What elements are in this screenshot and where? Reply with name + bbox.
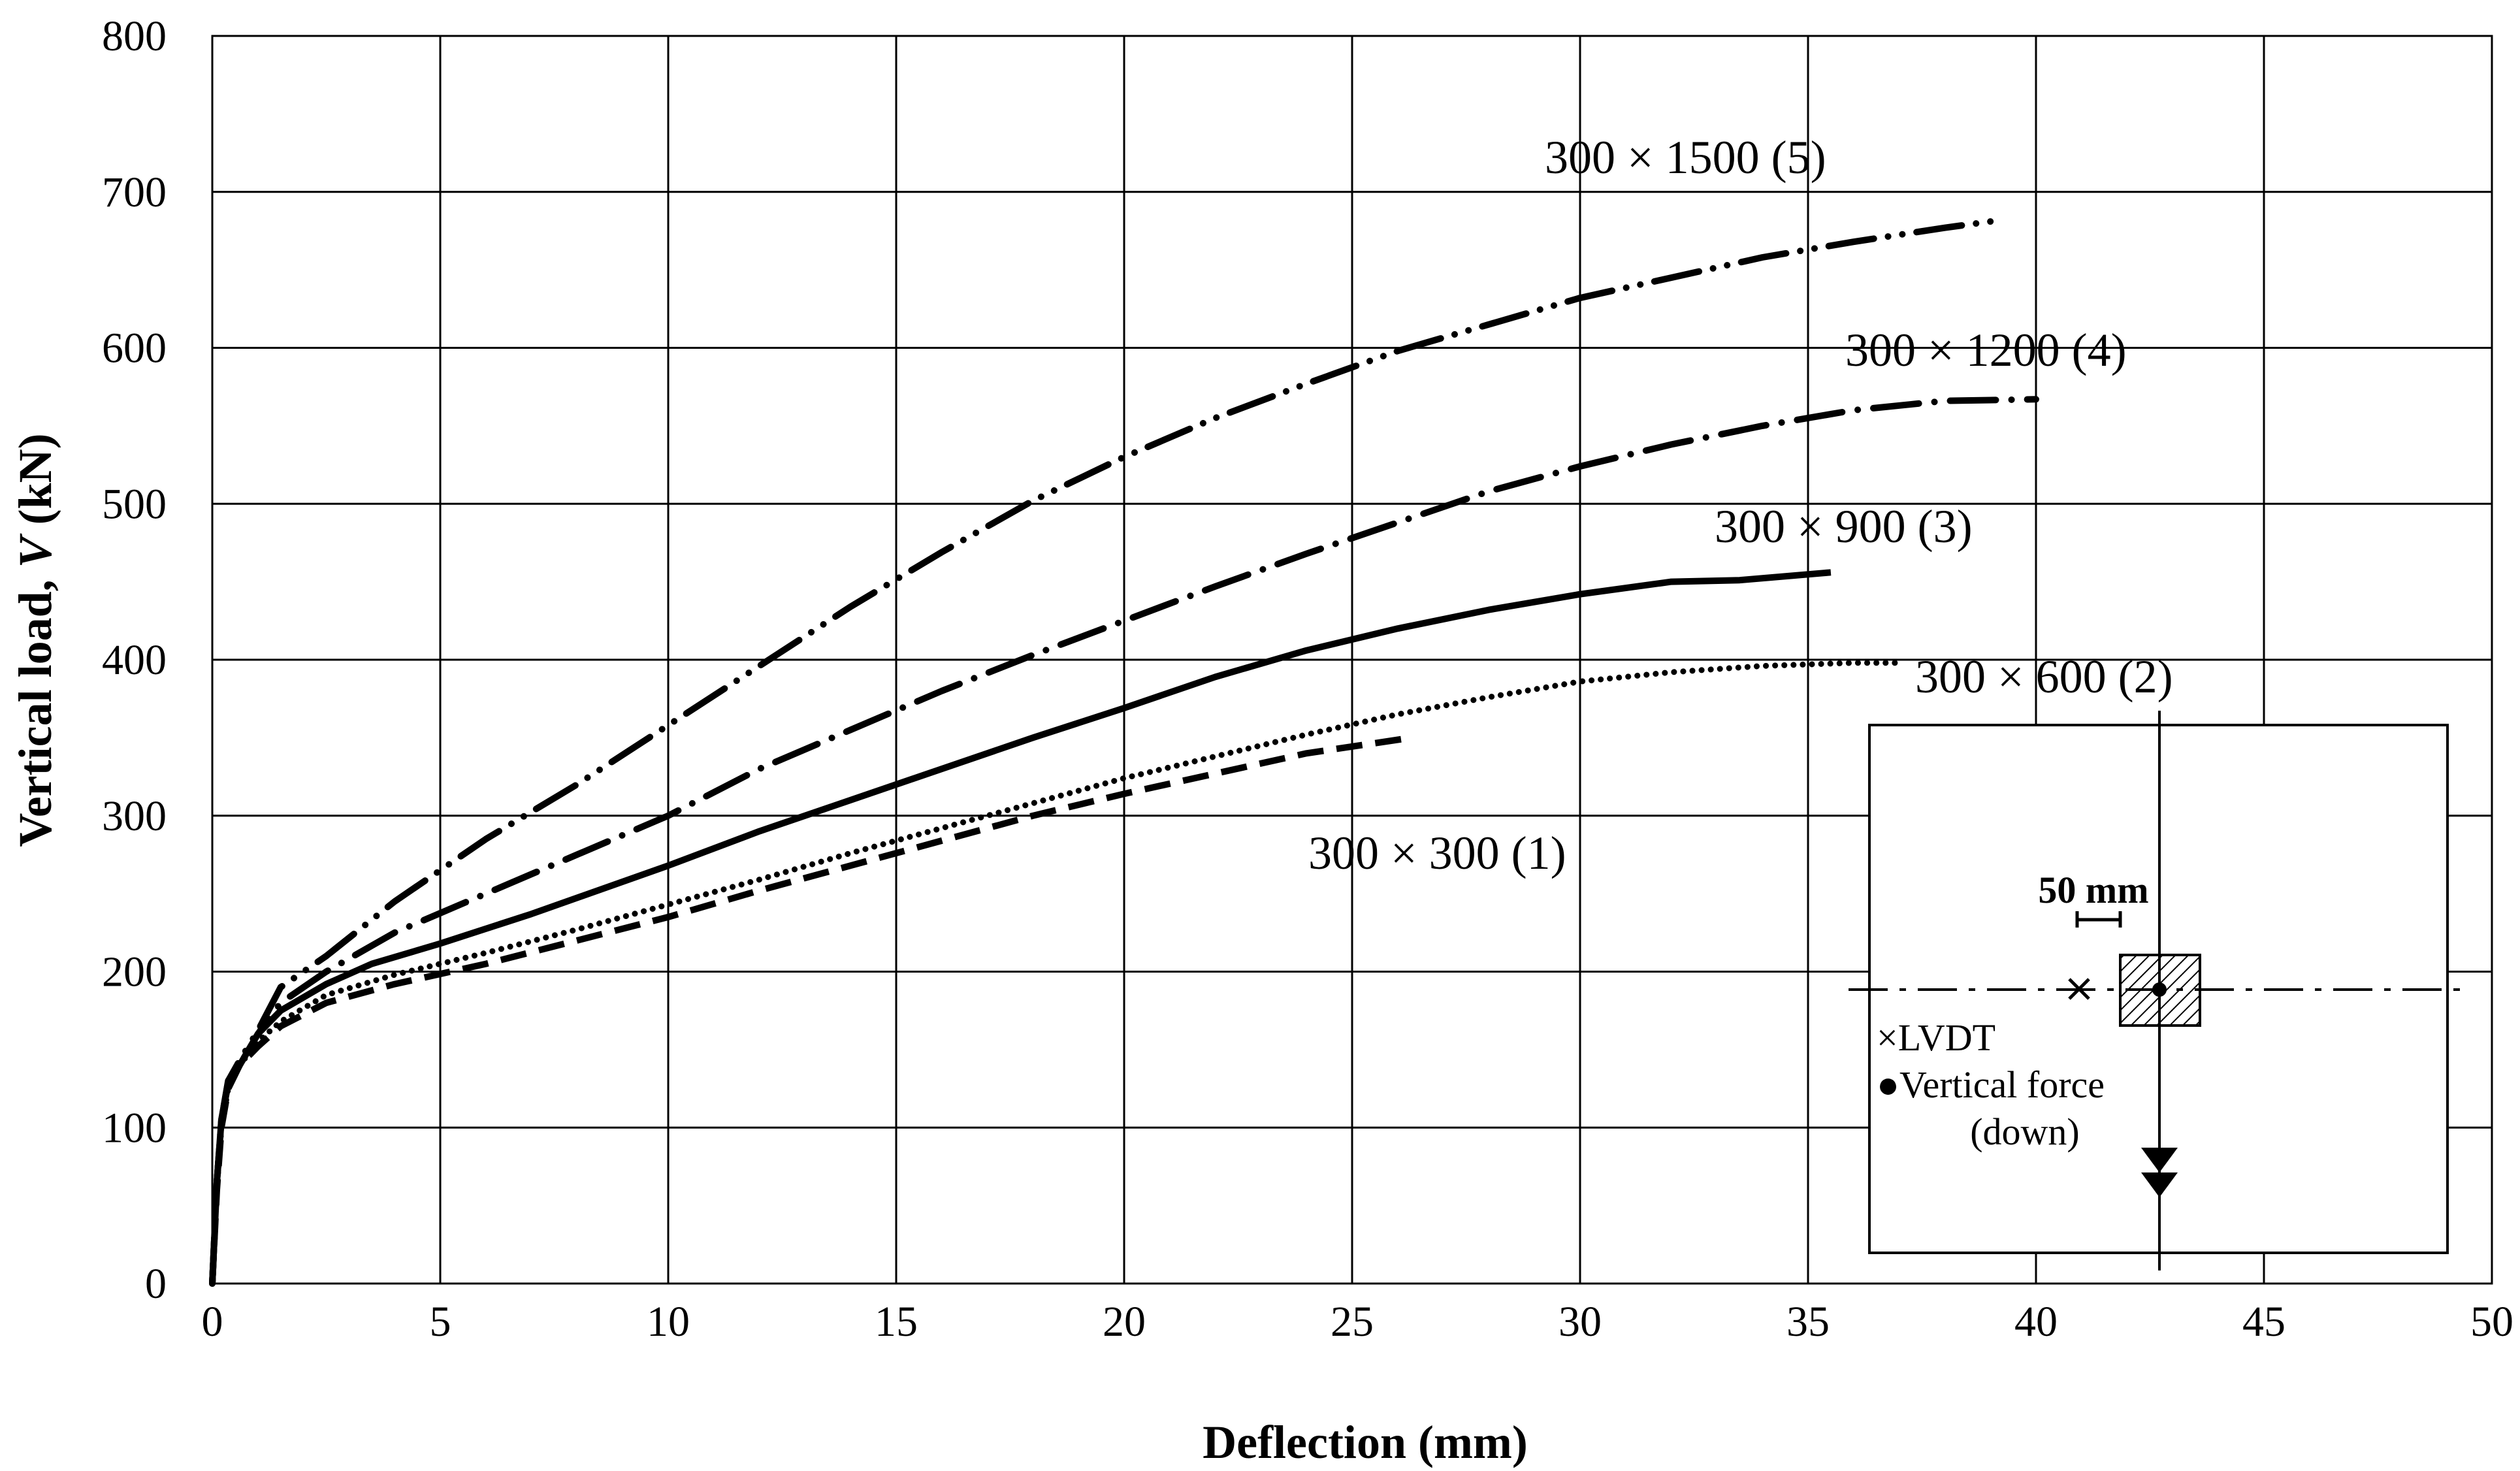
series-label-300x600: 300 × 600 (2) [1915,651,2173,703]
y-axis-title: Vertical load, V (kN) [9,433,61,847]
y-tick-label: 500 [102,480,167,528]
x-tick-label: 15 [875,1298,918,1346]
dimension-label: 50 mm [2038,869,2148,911]
load-point-dot [2152,982,2167,997]
x-tick-label: 30 [1559,1298,1602,1346]
y-tick-label: 800 [102,12,167,60]
force-dot-symbol: ● [1877,1063,1899,1106]
series-line-1 [209,734,1412,1284]
x-axis-title: Deflection (mm) [1203,1416,1528,1468]
y-tick-label: 0 [145,1260,167,1308]
test-setup-inset: 50 mm ×LVDT ●Vertical force (down) [1849,711,2469,1270]
x-tick-label: 50 [2470,1298,2513,1346]
y-tick-label: 600 [102,325,167,372]
series-label-300x1500: 300 × 1500 (5) [1545,131,1826,184]
lvdt-cross-mark [2068,978,2090,1000]
y-tick-label: 200 [102,948,167,996]
series-label-300x900: 300 × 900 (3) [1715,500,1973,553]
downward-arrow-icon [2141,1148,2178,1197]
series-line-4 [209,396,2039,1287]
x-tick-label: 20 [1103,1298,1146,1346]
legend-vertical-force: ●Vertical force [1877,1063,2105,1106]
x-tick-label: 40 [2014,1298,2058,1346]
y-tick-label: 100 [102,1104,167,1152]
plot-frame [211,35,2493,1285]
y-tick-label: 400 [102,636,167,684]
tick-labels: 0 5 10 15 20 25 30 35 40 45 5001002003004005006007… [102,12,2513,1346]
series-line-3 [209,569,1832,1284]
dimension-bracket [2075,911,2122,928]
series-line-5 [209,218,1994,1287]
x-tick-label: 25 [1331,1298,1374,1346]
x-tick-label: 35 [1786,1298,1830,1346]
y-tick-label: 300 [102,792,167,840]
lvdt-symbol: × [1877,1016,1898,1059]
series-label-300x1200: 300 × 1200 (4) [1845,324,2127,376]
data-series [209,218,2039,1287]
legend-lvdt: ×LVDT [1877,1016,1995,1059]
x-tick-label: 5 [430,1298,451,1346]
x-tick-label: 10 [647,1298,690,1346]
series-line-2 [209,660,1903,1287]
x-tick-label: 0 [202,1298,223,1346]
y-tick-label: 700 [102,169,167,216]
x-tick-label: 45 [2242,1298,2286,1346]
legend-force-direction: (down) [1970,1110,2080,1153]
series-label-300x300: 300 × 300 (1) [1308,827,1566,879]
